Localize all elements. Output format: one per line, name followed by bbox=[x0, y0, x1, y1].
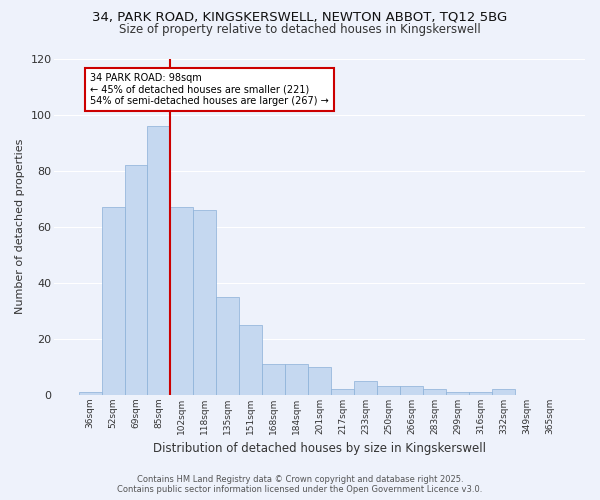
Bar bbox=[492, 389, 515, 394]
Bar bbox=[331, 389, 354, 394]
Bar bbox=[400, 386, 423, 394]
Bar bbox=[423, 389, 446, 394]
Bar bbox=[125, 165, 148, 394]
Bar bbox=[285, 364, 308, 394]
Bar bbox=[193, 210, 217, 394]
Text: 34 PARK ROAD: 98sqm
← 45% of detached houses are smaller (221)
54% of semi-detac: 34 PARK ROAD: 98sqm ← 45% of detached ho… bbox=[90, 73, 329, 106]
Bar bbox=[79, 392, 101, 394]
Text: 34, PARK ROAD, KINGSKERSWELL, NEWTON ABBOT, TQ12 5BG: 34, PARK ROAD, KINGSKERSWELL, NEWTON ABB… bbox=[92, 10, 508, 23]
Bar bbox=[101, 207, 125, 394]
X-axis label: Distribution of detached houses by size in Kingskerswell: Distribution of detached houses by size … bbox=[153, 442, 486, 455]
Bar bbox=[217, 296, 239, 394]
Bar bbox=[469, 392, 492, 394]
Bar bbox=[170, 207, 193, 394]
Bar bbox=[308, 366, 331, 394]
Text: Contains HM Land Registry data © Crown copyright and database right 2025.
Contai: Contains HM Land Registry data © Crown c… bbox=[118, 474, 482, 494]
Bar bbox=[377, 386, 400, 394]
Text: Size of property relative to detached houses in Kingskerswell: Size of property relative to detached ho… bbox=[119, 22, 481, 36]
Bar bbox=[354, 380, 377, 394]
Bar bbox=[148, 126, 170, 394]
Y-axis label: Number of detached properties: Number of detached properties bbox=[15, 139, 25, 314]
Bar bbox=[446, 392, 469, 394]
Bar bbox=[239, 324, 262, 394]
Bar bbox=[262, 364, 285, 394]
